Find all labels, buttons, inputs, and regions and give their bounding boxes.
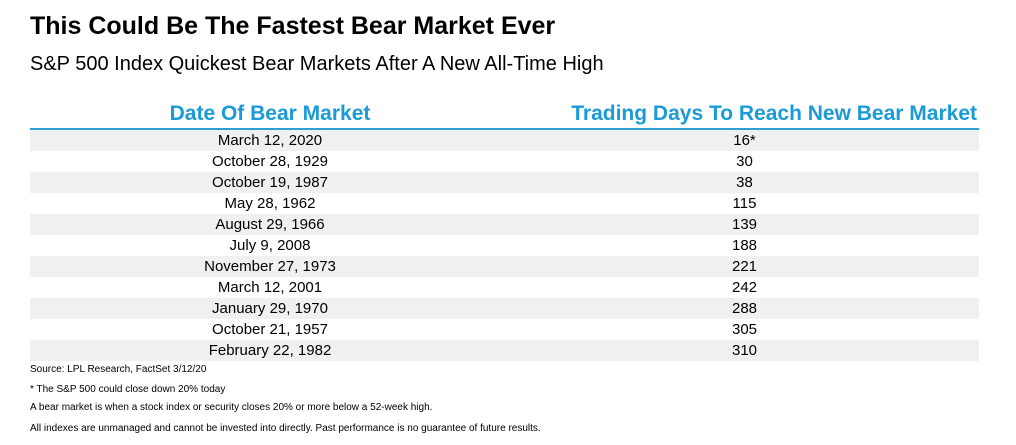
cell-date: February 22, 1982	[208, 342, 332, 359]
cell-date: August 29, 1966	[215, 216, 325, 233]
cell-date: January 29, 1970	[212, 300, 328, 317]
header-date: Date Of Bear Market	[169, 102, 371, 125]
table-row: May 28, 1962 115	[30, 193, 979, 214]
cell-date: October 19, 1987	[212, 174, 328, 191]
page-title: This Could Be The Fastest Bear Market Ev…	[30, 12, 556, 40]
cell-trading-days: 288	[510, 298, 979, 319]
cell-trading-days-value: 305	[731, 321, 758, 338]
cell-date: November 27, 1973	[204, 258, 336, 275]
table-row: March 12, 2020 16*	[30, 130, 979, 151]
cell-trading-days-value: 38	[736, 174, 753, 191]
table-row: July 9, 2008 188	[30, 235, 979, 256]
cell-date: May 28, 1962	[224, 195, 316, 212]
table-body: March 12, 2020 16* October 28, 1929 30 O…	[30, 130, 979, 361]
header-trading-days: Trading Days To Reach New Bear Market	[571, 102, 977, 125]
cell-trading-days: 38	[510, 172, 979, 193]
table-row: October 19, 1987 38	[30, 172, 979, 193]
cell-date: October 21, 1957	[212, 321, 328, 338]
source-note: Source: LPL Research, FactSet 3/12/20	[30, 364, 207, 375]
asterisk-footnote: * The S&P 500 could close down 20% today	[30, 384, 226, 395]
table-row: August 29, 1966 139	[30, 214, 979, 235]
cell-date: March 12, 2001	[217, 279, 323, 296]
cell-trading-days: 310	[510, 340, 979, 361]
bear-market-table: Date Of Bear Market Trading Days To Reac…	[30, 100, 979, 361]
cell-trading-days: 115	[510, 193, 979, 214]
cell-trading-days: 30	[510, 151, 979, 172]
cell-trading-days-value: 188	[731, 237, 758, 254]
cell-trading-days-value: 16*	[733, 132, 756, 149]
table-row: October 21, 1957 305	[30, 319, 979, 340]
cell-trading-days-value: 30	[736, 153, 753, 170]
cell-date: March 12, 2020	[217, 132, 323, 149]
cell-trading-days: 16*	[510, 130, 979, 151]
table-header: Date Of Bear Market Trading Days To Reac…	[30, 100, 979, 130]
cell-date: July 9, 2008	[229, 237, 311, 254]
cell-trading-days-value: 221	[731, 258, 758, 275]
page-subtitle: S&P 500 Index Quickest Bear Markets Afte…	[30, 53, 604, 75]
table-row: October 28, 1929 30	[30, 151, 979, 172]
cell-trading-days-value: 288	[731, 300, 758, 317]
table-row: February 22, 1982 310	[30, 340, 979, 361]
table-row: November 27, 1973 221	[30, 256, 979, 277]
cell-trading-days: 188	[510, 235, 979, 256]
cell-trading-days: 242	[510, 277, 979, 298]
disclaimer: All indexes are unmanaged and cannot be …	[30, 423, 541, 434]
table-row: January 29, 1970 288	[30, 298, 979, 319]
cell-trading-days: 305	[510, 319, 979, 340]
footnotes: Source: LPL Research, FactSet 3/12/20 * …	[30, 364, 541, 435]
cell-trading-days-value: 310	[731, 342, 758, 359]
cell-date: October 28, 1929	[212, 153, 328, 170]
cell-trading-days: 139	[510, 214, 979, 235]
cell-trading-days-value: 139	[731, 216, 758, 233]
cell-trading-days: 221	[510, 256, 979, 277]
table-row: March 12, 2001 242	[30, 277, 979, 298]
bear-market-definition: A bear market is when a stock index or s…	[30, 402, 433, 413]
cell-trading-days-value: 115	[732, 195, 757, 212]
cell-trading-days-value: 242	[731, 279, 758, 296]
